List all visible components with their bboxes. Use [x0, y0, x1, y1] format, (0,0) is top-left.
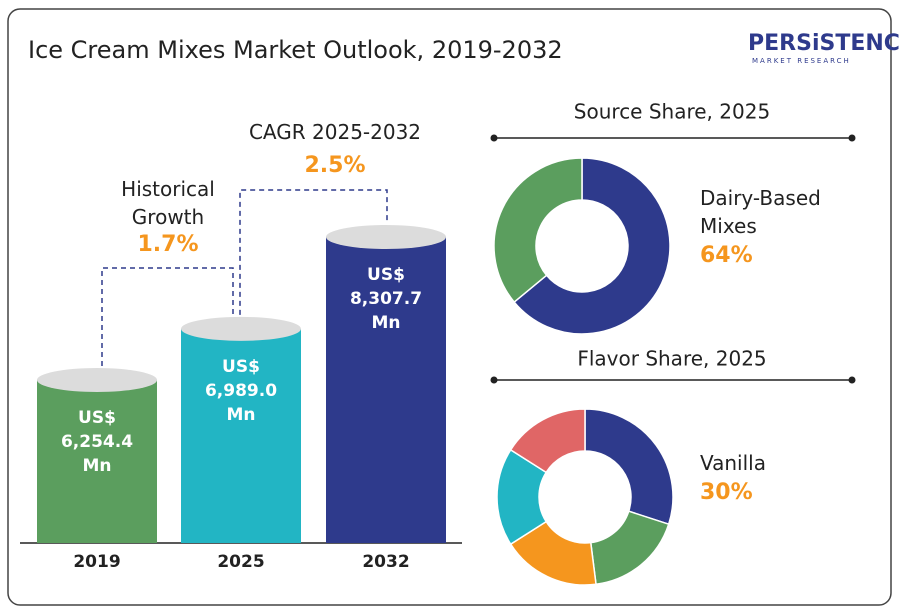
value-label: US$ 8,307.7 Mn: [349, 265, 423, 333]
connector: [101, 267, 234, 366]
divider-dot: [848, 376, 856, 384]
slice-value: 30%: [700, 480, 753, 505]
cylinder-top: [37, 368, 157, 392]
cylinder: [326, 237, 446, 543]
slice-label: Vanilla: [700, 451, 766, 475]
cylinder-top: [181, 316, 301, 341]
donut-slice: [509, 408, 586, 474]
donut-slice: [589, 510, 670, 586]
slice-value: 64%: [700, 243, 753, 268]
donut-slice: [584, 408, 674, 526]
page-title: Ice Cream Mixes Market Outlook, 2019-203…: [28, 36, 563, 64]
divider-dot: [490, 376, 498, 384]
cylinder: [181, 328, 301, 543]
annotation-value: 1.7%: [137, 232, 199, 257]
annotation-value: 2.5%: [304, 153, 366, 178]
x-tick-label: 2025: [217, 552, 264, 572]
connector: [239, 189, 388, 315]
slice-label: Dairy-Based Mixes: [700, 186, 821, 238]
annotation: Historical Growth: [121, 177, 215, 229]
divider-dot: [490, 134, 498, 142]
value-label: US$ 6,989.0 Mn: [204, 356, 278, 425]
x-tick-label: 2032: [362, 552, 409, 572]
logo-tagline: MARKET RESEARCH: [752, 57, 851, 65]
x-tick-label: 2019: [73, 552, 120, 572]
cylinder: [37, 380, 157, 543]
donut-slice: [513, 157, 671, 335]
value-label: US$ 6,254.4 Mn: [60, 408, 134, 476]
logo-name: PERSiSTENCE: [748, 31, 900, 56]
donut-slice: [493, 157, 583, 304]
divider-dot: [848, 134, 856, 142]
pie-title: Flavor Share, 2025: [577, 347, 766, 371]
cylinder-top: [326, 225, 446, 249]
frame: [7, 8, 892, 606]
pie-title: Source Share, 2025: [574, 100, 770, 124]
logo-box: [745, 28, 880, 68]
annotation: CAGR 2025-2032: [248, 120, 422, 144]
